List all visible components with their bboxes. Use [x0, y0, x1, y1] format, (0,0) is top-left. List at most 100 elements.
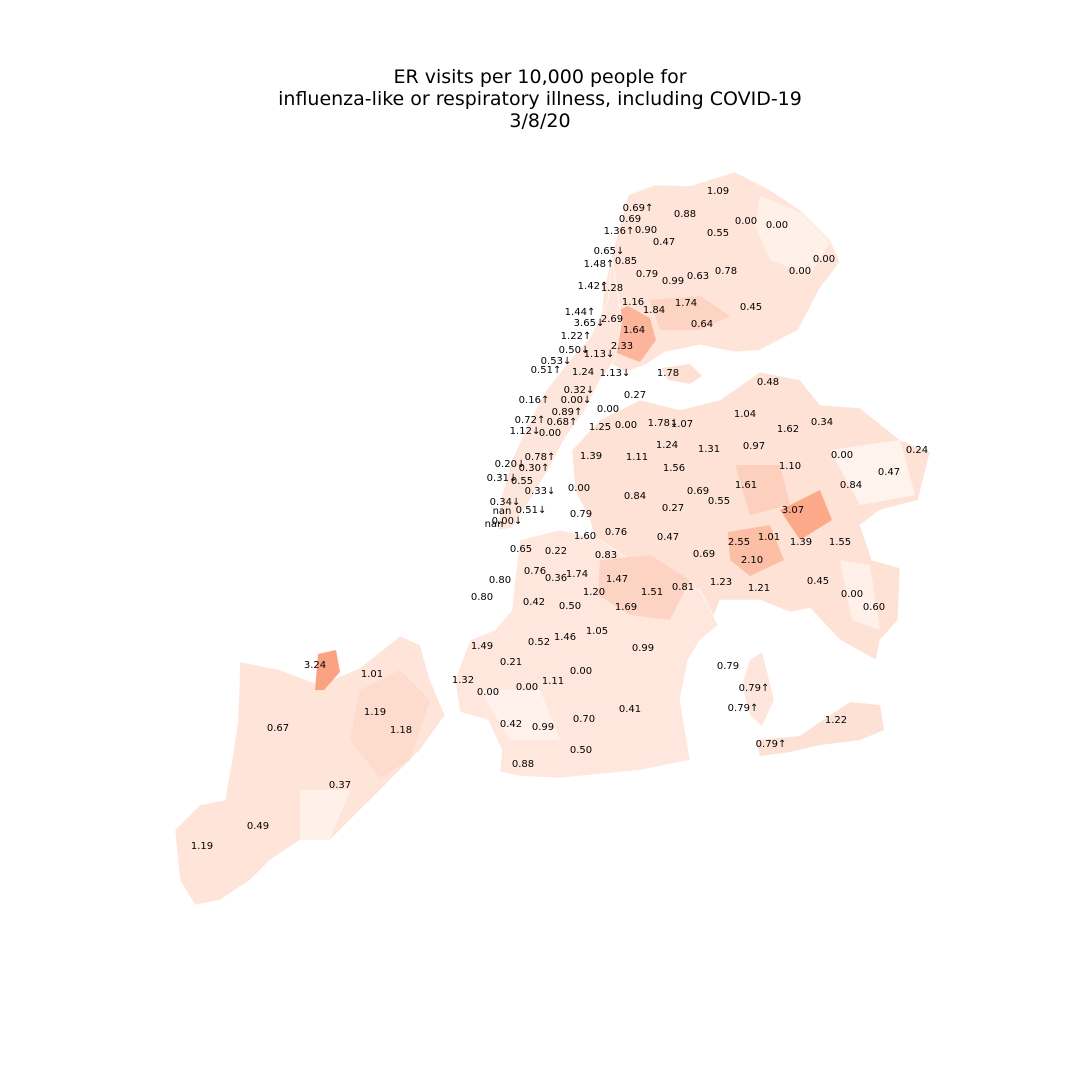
- district-value-label: 0.24: [906, 445, 928, 456]
- district-value-label: nan: [493, 506, 512, 517]
- district-value-label: 0.85: [615, 256, 637, 267]
- district-staten-island-north: [315, 650, 340, 690]
- borough-shape-manhattan: [497, 257, 623, 531]
- rockaway-peninsula: [756, 702, 884, 756]
- district-value-label: 1.09: [707, 186, 729, 197]
- district-value-label: 1.13↓: [600, 368, 631, 379]
- district-queens-rockaway-edge: [840, 560, 880, 630]
- district-value-label: 0.79: [717, 661, 739, 672]
- district-value-label: 0.47: [653, 237, 675, 248]
- district-value-label: 0.51↑: [531, 365, 562, 376]
- district-value-label: 0.00: [477, 687, 499, 698]
- district-value-label: 2.10: [741, 555, 763, 566]
- district-value-label: 0.78↑: [525, 452, 556, 463]
- district-value-label: 1.05: [586, 626, 608, 637]
- district-value-label: 1.42↑: [578, 281, 609, 292]
- district-value-label: 0.53↓: [541, 356, 572, 367]
- district-value-label: 3.65↓: [574, 318, 605, 329]
- district-value-label: 0.47: [657, 532, 679, 543]
- district-value-label: 0.99: [662, 276, 684, 287]
- district-value-label: 0.50↓: [559, 345, 590, 356]
- district-value-label: 1.47: [606, 574, 628, 585]
- bronx-region: [599, 171, 841, 373]
- chart-title-line-3: 3/8/20: [509, 110, 571, 132]
- district-value-label: 0.76: [605, 527, 627, 538]
- district-value-label: 3.24: [304, 660, 326, 671]
- district-value-label: 1.01: [758, 532, 780, 543]
- district-value-label: 0.00: [831, 450, 853, 461]
- staten-island-region: [174, 635, 446, 906]
- district-value-label: 0.41: [619, 704, 641, 715]
- district-brooklyn-south: [480, 690, 560, 740]
- district-value-label: 0.47: [878, 467, 900, 478]
- district-value-label: 0.00↓: [492, 516, 523, 527]
- district-value-label: 1.13↓: [584, 349, 615, 360]
- district-value-labels: 1.090.69↑0.880.691.36↑ 0.900.00 0.000.550.…: [191, 186, 928, 852]
- district-value-label: 1.24: [572, 367, 594, 378]
- district-value-label: 0.21: [500, 657, 522, 668]
- district-value-label: 0.78: [715, 266, 737, 277]
- district-value-label: 0.45: [740, 302, 762, 313]
- district-value-label: 0.52: [528, 637, 550, 648]
- district-value-label: 0.16↑: [519, 395, 550, 406]
- district-value-label: 0.20↓: [495, 459, 526, 470]
- district-value-label: 0.88: [512, 759, 534, 770]
- district-bronx-east: [755, 196, 830, 275]
- district-value-label: 0.00: [735, 216, 757, 227]
- district-value-label: 0.79: [636, 269, 658, 280]
- district-value-label: 0.32↓: [564, 385, 595, 396]
- district-value-label: 1.12↓: [510, 426, 541, 437]
- district-value-label: 0.42: [500, 719, 522, 730]
- district-value-label: 0.89↑: [552, 407, 583, 418]
- district-value-label: 0.00: [766, 220, 788, 231]
- district-value-label: 1.36↑: [604, 226, 635, 237]
- district-value-label: 0.00: [568, 483, 590, 494]
- district-value-label: 0.42: [523, 597, 545, 608]
- district-value-label: 0.45: [807, 576, 829, 587]
- district-value-label: 0.70: [573, 714, 595, 725]
- district-value-label: 1.28: [601, 283, 623, 294]
- district-value-label: 0.27: [624, 390, 646, 401]
- district-value-label: 1.31: [698, 444, 720, 455]
- district-value-label: 1.23: [710, 577, 732, 588]
- district-value-label: 0.27: [662, 503, 684, 514]
- district-value-label: 0.84: [624, 491, 646, 502]
- district-value-label: 1.22: [825, 715, 847, 726]
- district-value-label: 1.49: [471, 641, 493, 652]
- district-value-label: 1.48↑: [584, 259, 615, 270]
- district-value-label: 0.64: [691, 319, 713, 330]
- district-queens-south: [728, 525, 784, 576]
- district-value-label: 1.69: [615, 602, 637, 613]
- district-value-label: 0.81: [672, 582, 694, 593]
- district-value-label: 1.46: [554, 632, 576, 643]
- district-value-label: 0.83: [595, 550, 617, 561]
- district-brooklyn-central: [598, 555, 690, 620]
- district-value-label: 0.00: [615, 420, 637, 431]
- district-value-label: 0.65↓: [594, 246, 625, 257]
- district-value-label: 1.07: [671, 419, 693, 430]
- district-value-label: 0.80: [489, 575, 511, 586]
- district-value-label: 1.11: [542, 676, 564, 687]
- district-value-label: 0.72↑: [515, 415, 546, 426]
- district-value-label: 1.19: [364, 707, 386, 718]
- district-value-label: 0.65: [510, 544, 532, 555]
- district-value-label: 0.33↓: [525, 486, 556, 497]
- district-value-label: nan: [485, 519, 504, 530]
- district-queens-jamaica: [780, 490, 832, 540]
- chart-title-line-1: ER visits per 10,000 people for: [393, 66, 687, 88]
- district-value-label: 0.00: [570, 666, 592, 677]
- district-value-label: 0.88: [674, 209, 696, 220]
- district-value-label: 0.00: [539, 428, 561, 439]
- district-value-label: 0.50: [559, 601, 581, 612]
- district-value-label: 1.74: [566, 569, 588, 580]
- manhattan-region: [497, 257, 623, 531]
- district-value-label: 1.56: [663, 463, 685, 474]
- district-value-label: 1.78: [657, 368, 679, 379]
- district-value-label: 1.01: [361, 669, 383, 680]
- district-value-label: 1.19: [191, 841, 213, 852]
- district-value-label: 0.49: [247, 821, 269, 832]
- district-value-label: 2.33: [611, 341, 633, 352]
- district-value-label: 1.51: [641, 587, 663, 598]
- district-value-label: 0.00: [813, 254, 835, 265]
- rockaway-region: [742, 652, 884, 756]
